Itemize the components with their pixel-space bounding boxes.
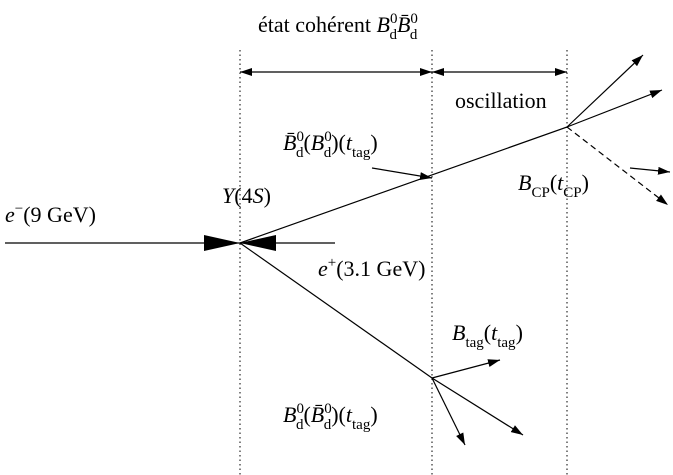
label-part: t [491,320,498,345]
label-part: (4 [234,183,252,208]
label-part: CP [531,185,549,201]
label-part: d [324,417,332,433]
label-part: t [346,402,353,427]
label-part: B [518,170,531,195]
label-part: état cohérent [258,12,377,37]
label-part: B [311,130,324,155]
label-part: tag [352,417,371,433]
label: état cohérent B0 dB̄0 d [258,11,418,43]
label-part: ) [264,183,271,208]
label-part: B [283,402,296,427]
label-part: ) [582,170,589,195]
label-part: ( [550,170,557,195]
label-part: )( [331,130,346,155]
label-part: )( [331,402,346,427]
label-part: d [389,27,397,43]
label: e−(9 GeV) [5,201,96,227]
label-part: CP [563,185,581,201]
label-part: t [557,170,564,195]
label-part: ) [516,320,523,345]
label-part: 0 [296,129,304,145]
label: BCP(tCP) [518,170,589,201]
label-part: (9 GeV) [23,202,96,227]
label-part: d [296,145,304,161]
label: e+(3.1 GeV) [318,255,425,281]
guides [239,50,568,475]
label-part: tag [352,145,371,161]
label-part: e [318,256,328,281]
label: oscillation [455,88,547,113]
label-part: B [377,12,390,37]
label-part: d [296,417,304,433]
label-part: 0 [390,11,398,27]
label-part: ( [303,130,310,155]
label: Υ(4S) [222,183,271,208]
label-part: tag [465,335,484,351]
label-part: − [15,201,23,217]
label-part: Υ [222,183,237,208]
label-part: e [5,202,15,227]
label-part: + [328,255,336,271]
label-part: oscillation [455,88,547,113]
label-part: ) [370,402,377,427]
label-part: B [452,320,465,345]
label-part: tag [497,335,516,351]
label-part: S [253,183,264,208]
label: Btag(ttag) [452,320,523,351]
label-part: ( [484,320,491,345]
label-part: B̄ [397,12,410,37]
label-part: B̄ [283,130,296,155]
label-part: B̄ [311,402,324,427]
label-part: d [410,27,418,43]
label-part: ) [370,130,377,155]
label-part: 0 [296,401,304,417]
label-part: 0 [410,11,418,27]
label: B0 d(B̄0 d)(ttag) [283,401,378,433]
label-part: 0 [324,129,332,145]
label-part: t [346,130,353,155]
arrows [5,54,671,446]
label-part: d [324,145,332,161]
label-part: (3.1 GeV) [336,256,425,281]
label: B̄0 d(B0 d)(ttag) [283,129,378,161]
label-part: ( [303,402,310,427]
label-part: 0 [324,401,332,417]
